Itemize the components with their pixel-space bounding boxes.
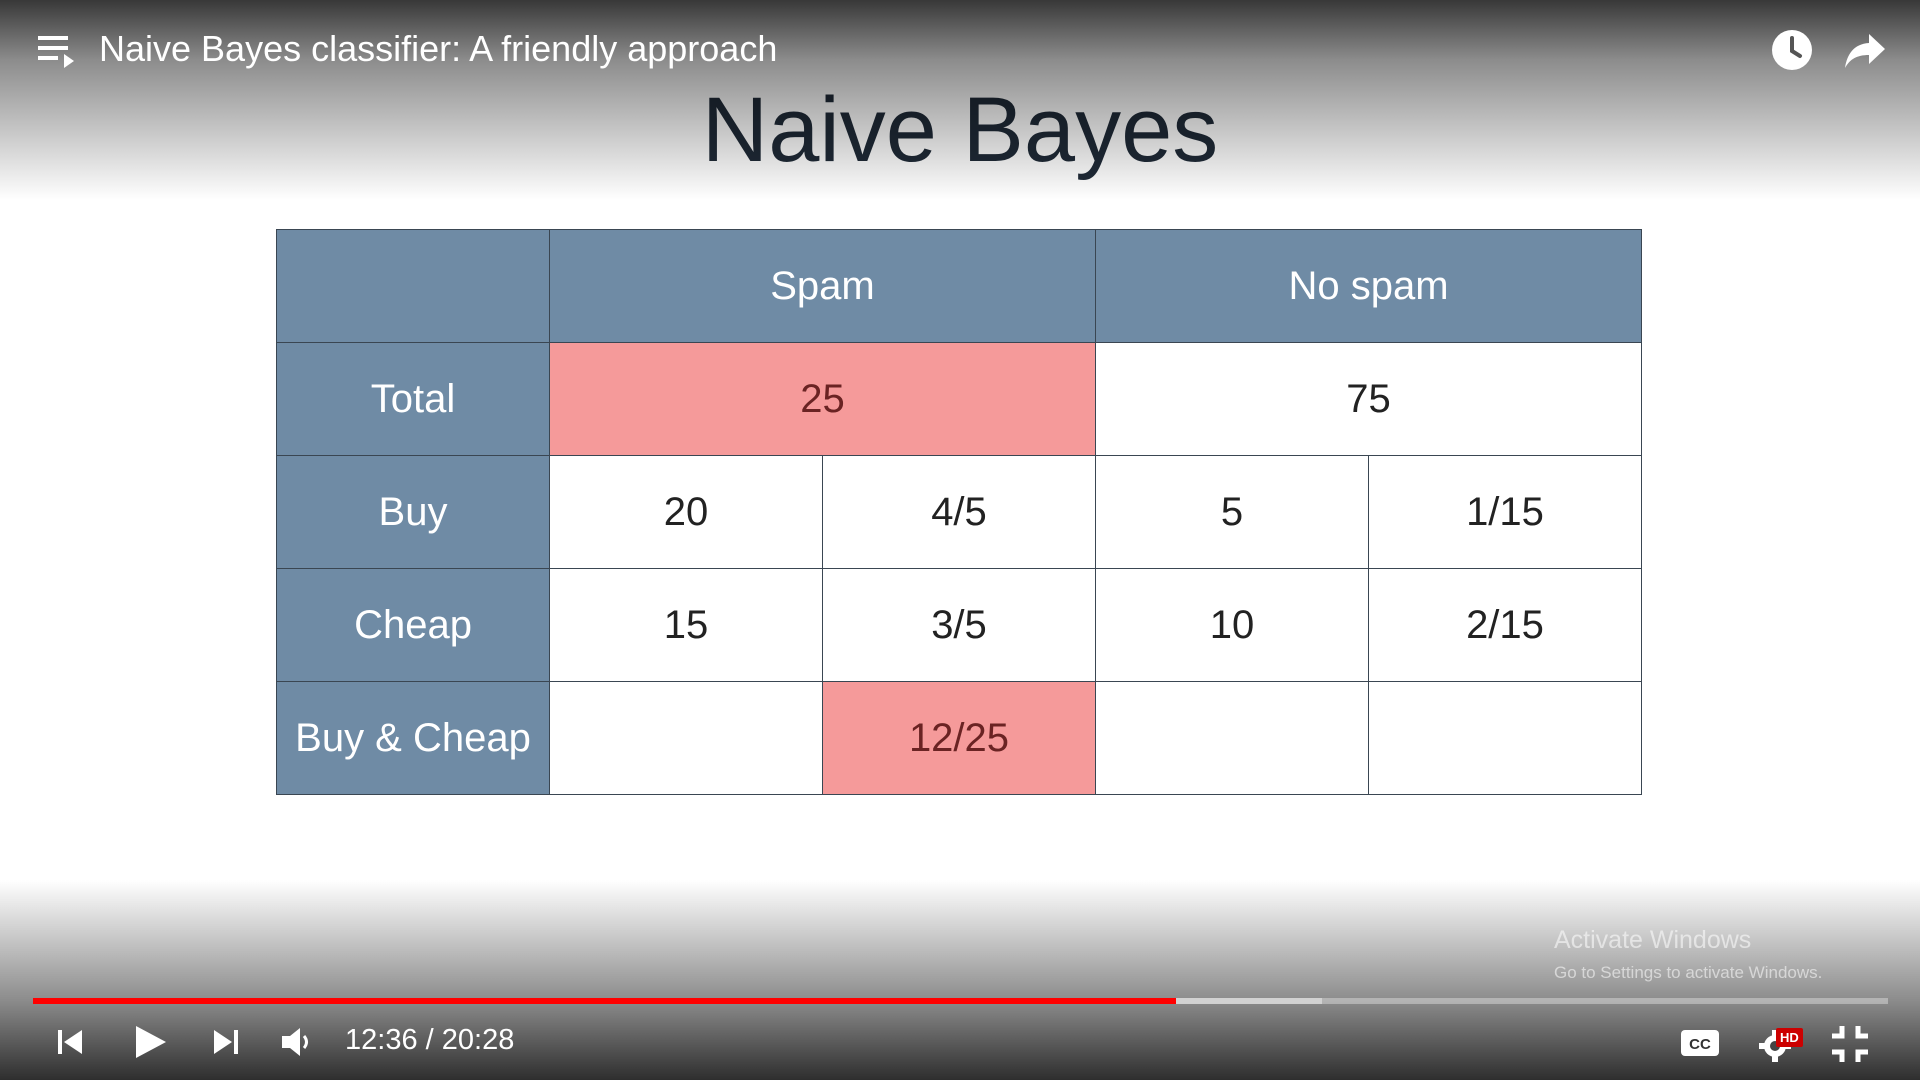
watch-later-icon[interactable]: [1770, 28, 1814, 72]
total-no-spam-cell: 75: [1095, 342, 1642, 456]
hd-badge: HD: [1776, 1028, 1803, 1047]
table-cell: 1/15: [1368, 455, 1642, 569]
row-label: Total: [276, 342, 550, 456]
table-cell: [1368, 681, 1642, 795]
table-cell: 5: [1095, 455, 1369, 569]
corner-cell: [276, 229, 550, 343]
row-label: Buy: [276, 455, 550, 569]
table-cell: 2/15: [1368, 568, 1642, 682]
exit-fullscreen-icon: [1832, 1026, 1868, 1062]
total-spam-cell: 25: [549, 342, 1096, 456]
time-display: 12:36 / 20:28: [345, 1024, 514, 1057]
player-top-bar: Naive Bayes classifier: A friendly appro…: [0, 0, 1920, 100]
table-cell: 15: [549, 568, 823, 682]
table-cell: 10: [1095, 568, 1369, 682]
naive-bayes-table: Spam No spam Total 25 75 Buy 20 4/5 5 1/…: [276, 229, 1642, 795]
current-time: 12:36: [345, 1024, 418, 1056]
volume-icon: [282, 1028, 308, 1056]
table-cell: [549, 681, 823, 795]
header-spam: Spam: [549, 229, 1096, 343]
next-icon: [214, 1030, 238, 1054]
captions-icon: CC: [1681, 1030, 1719, 1056]
next-button[interactable]: [210, 1026, 242, 1058]
share-icon[interactable]: [1843, 28, 1887, 72]
table-row: Cheap 15 3/5 10 2/15: [276, 568, 1642, 682]
previous-icon: [58, 1030, 82, 1054]
playlist-icon[interactable]: [36, 32, 78, 72]
progress-bar[interactable]: [33, 998, 1888, 1004]
captions-button[interactable]: CC: [1679, 1026, 1721, 1060]
duration: 20:28: [441, 1024, 515, 1056]
svg-text:CC: CC: [1689, 1036, 1711, 1053]
table-cell: 3/5: [822, 568, 1096, 682]
row-label: Buy & Cheap: [276, 681, 550, 795]
watermark-subtitle: Go to Settings to activate Windows.: [1554, 963, 1823, 982]
table-row: Total 25 75: [276, 342, 1642, 456]
highlighted-cell: 12/25: [822, 681, 1096, 795]
progress-played: [33, 998, 1176, 1004]
volume-button[interactable]: [278, 1024, 314, 1060]
table-cell: [1095, 681, 1369, 795]
table-header-row: Spam No spam: [276, 229, 1642, 343]
activate-windows-watermark: Activate Windows Go to Settings to activ…: [1554, 926, 1822, 983]
play-icon: [136, 1026, 166, 1058]
table-cell: 20: [549, 455, 823, 569]
header-no-spam: No spam: [1095, 229, 1642, 343]
time-separator: /: [417, 1024, 442, 1056]
watermark-title: Activate Windows: [1554, 926, 1752, 954]
table-row: Buy & Cheap 12/25: [276, 681, 1642, 795]
play-button[interactable]: [132, 1022, 170, 1062]
table-cell: 4/5: [822, 455, 1096, 569]
previous-button[interactable]: [54, 1026, 86, 1058]
table-row: Buy 20 4/5 5 1/15: [276, 455, 1642, 569]
exit-fullscreen-button[interactable]: [1830, 1024, 1870, 1064]
row-label: Cheap: [276, 568, 550, 682]
video-title[interactable]: Naive Bayes classifier: A friendly appro…: [99, 28, 778, 69]
